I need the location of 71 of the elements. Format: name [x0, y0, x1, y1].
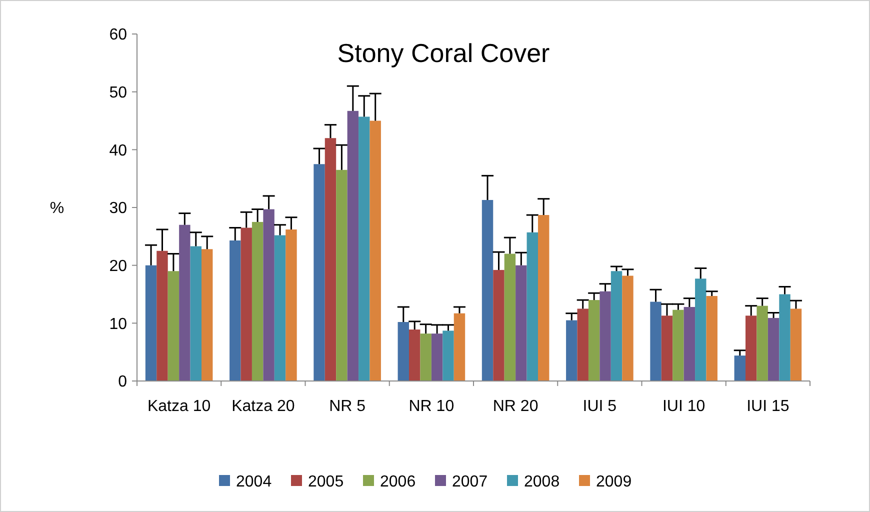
- bar: [706, 296, 718, 381]
- y-tick-label: 20: [109, 258, 128, 275]
- bar: [566, 320, 578, 381]
- legend-label: 2004: [236, 474, 272, 491]
- bar: [516, 265, 527, 381]
- legend-label: 2006: [380, 474, 416, 491]
- bar: [179, 224, 190, 381]
- bar: [156, 250, 168, 381]
- bar: [240, 228, 252, 381]
- bar: [588, 300, 600, 381]
- bar: [168, 271, 180, 381]
- bar: [768, 318, 780, 381]
- bar: [622, 276, 634, 381]
- bar: [145, 265, 157, 381]
- bar: [504, 254, 516, 381]
- x-tick-label: NR 20: [492, 398, 538, 415]
- x-tick-label: Katza 10: [147, 398, 211, 415]
- bar: [538, 215, 550, 381]
- bar: [201, 249, 213, 381]
- legend-label: 2005: [308, 474, 344, 491]
- bar: [190, 246, 202, 381]
- bar: [442, 330, 454, 381]
- y-tick-label: 60: [109, 26, 128, 44]
- bar: [358, 116, 370, 381]
- bar: [336, 170, 348, 381]
- bar: [482, 200, 494, 381]
- bar: [493, 270, 504, 381]
- y-tick-label: 10: [109, 316, 128, 333]
- bar: [454, 313, 466, 381]
- chart-title: Stony Coral Cover: [337, 38, 550, 68]
- bar: [347, 110, 359, 381]
- x-tick-label: IUI 10: [662, 398, 706, 415]
- bar: [286, 229, 297, 381]
- bar: [661, 316, 673, 381]
- bar: [324, 138, 336, 381]
- x-tick-label: IUI 15: [746, 398, 790, 415]
- bar: [695, 278, 706, 381]
- y-tick-label: 40: [109, 142, 128, 160]
- bar: [790, 308, 802, 381]
- bar: [577, 308, 588, 381]
- y-tick-label: 50: [109, 84, 128, 102]
- bar: [370, 120, 381, 381]
- bar: [230, 240, 241, 381]
- bar: [431, 334, 443, 381]
- bar: [526, 232, 538, 381]
- bar: [734, 356, 746, 381]
- bar: [274, 235, 286, 381]
- x-tick-label: NR 10: [408, 398, 454, 415]
- legend-label: 2009: [596, 474, 632, 491]
- bar: [420, 334, 432, 381]
- bar: [756, 306, 768, 381]
- x-tick-label: IUI 5: [582, 398, 617, 415]
- bar: [398, 322, 410, 381]
- bar: [684, 306, 696, 381]
- bar: [779, 294, 790, 381]
- bar: [263, 209, 274, 381]
- bar: [610, 271, 622, 381]
- legend-label: 2007: [452, 474, 488, 491]
- bar: [746, 316, 757, 381]
- bar: [252, 222, 264, 381]
- legend-label: 2008: [524, 474, 560, 491]
- y-tick-label: 30: [109, 200, 128, 218]
- bar: [409, 330, 420, 381]
- bar: [600, 291, 611, 381]
- x-tick-label: NR 5: [329, 398, 366, 415]
- y-tick-label: 0: [118, 374, 128, 391]
- y-axis-title: %: [50, 200, 64, 218]
- bar: [672, 310, 684, 381]
- x-tick-label: Katza 20: [232, 398, 295, 415]
- bar: [650, 302, 662, 381]
- bar: [314, 164, 325, 381]
